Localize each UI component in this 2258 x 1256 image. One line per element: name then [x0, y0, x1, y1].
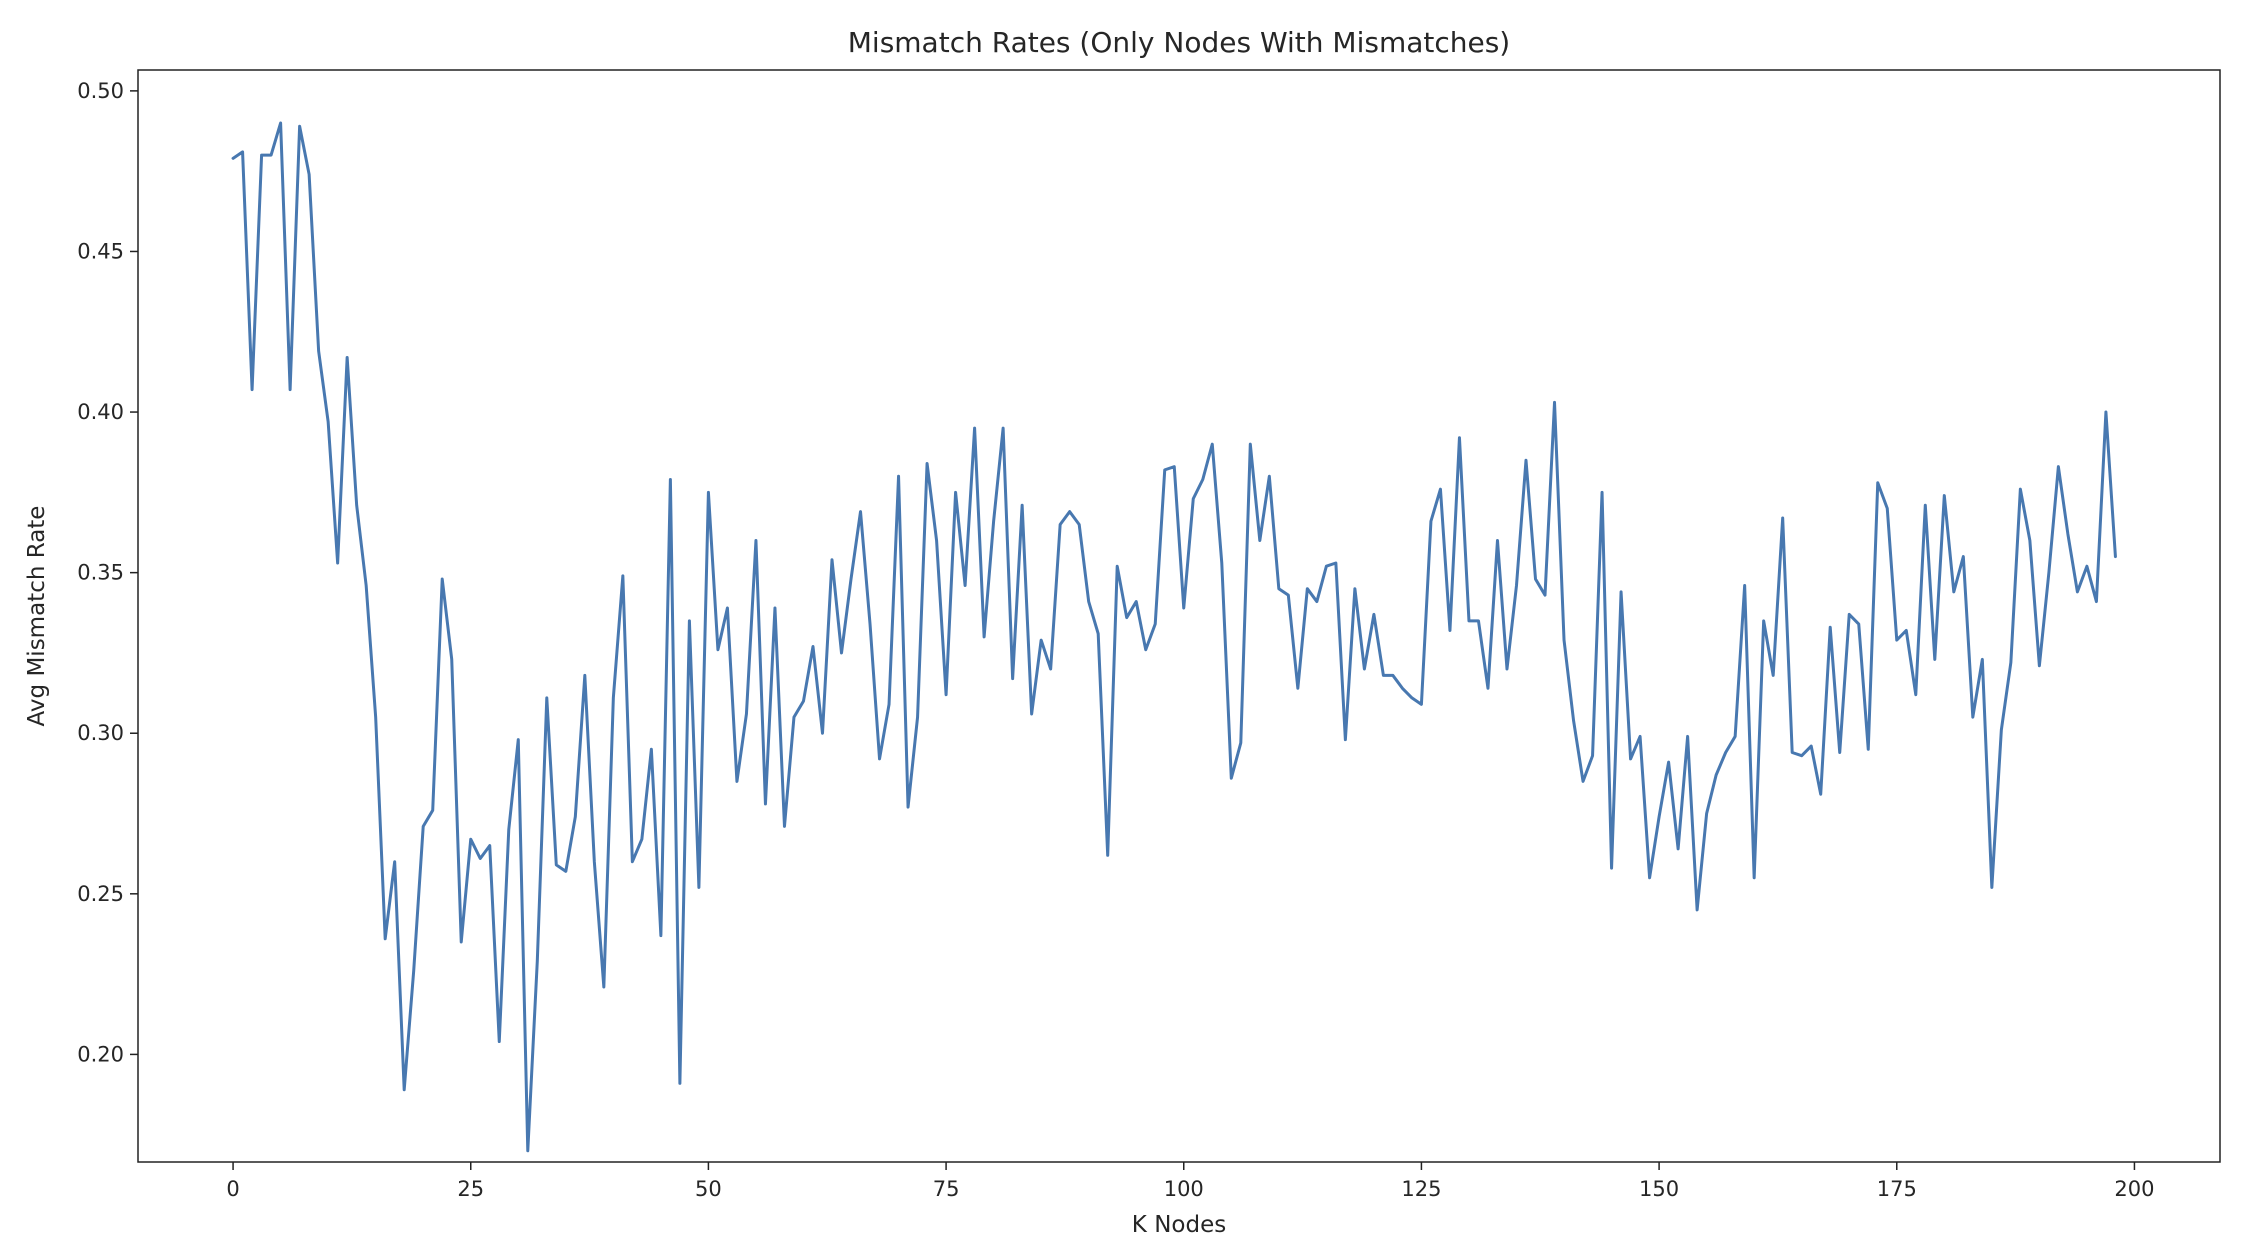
x-tick-label: 175 [1877, 1177, 1917, 1201]
x-tick-label: 75 [933, 1177, 960, 1201]
x-tick-label: 50 [695, 1177, 722, 1201]
y-axis-label: Avg Mismatch Rate [24, 506, 50, 727]
x-tick-label: 25 [457, 1177, 484, 1201]
x-axis: 0 25 50 75 100 125 150 175 200 [226, 1162, 2154, 1201]
plot-frame [137, 69, 2221, 1163]
y-axis: 0.20 0.25 0.30 0.35 0.40 0.45 0.50 [77, 79, 138, 1066]
y-tick-label: 0.20 [77, 1042, 124, 1066]
y-tick-label: 0.40 [77, 400, 124, 424]
plot-background [138, 70, 2220, 1162]
y-tick-label: 0.25 [77, 882, 124, 906]
x-tick-label: 100 [1164, 1177, 1204, 1201]
x-tick-label: 0 [226, 1177, 239, 1201]
y-tick-label: 0.35 [77, 561, 124, 585]
chart-title: Mismatch Rates (Only Nodes With Mismatch… [848, 26, 1510, 59]
series-line [231, 121, 2117, 1153]
y-tick-label: 0.30 [77, 721, 124, 745]
x-tick-label: 200 [2114, 1177, 2154, 1201]
y-tick-label: 0.45 [77, 239, 124, 263]
series-layer [231, 121, 2117, 1153]
x-tick-label: 125 [1401, 1177, 1441, 1201]
x-axis-label: K Nodes [1132, 1212, 1226, 1238]
x-tick-label: 150 [1639, 1177, 1679, 1201]
y-tick-label: 0.50 [77, 79, 124, 103]
